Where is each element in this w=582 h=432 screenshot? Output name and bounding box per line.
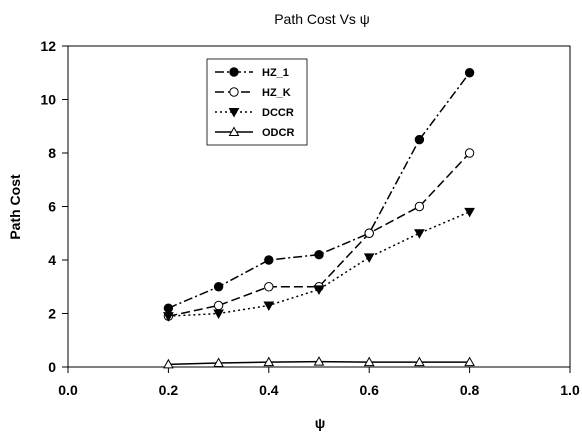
x-tick-label: 0.0 — [58, 382, 78, 398]
series-dccr — [163, 207, 475, 322]
data-point-hz-1 — [264, 255, 274, 265]
y-axis-label: Path Cost — [7, 174, 23, 240]
legend-label-hz-k: HZ_K — [262, 87, 291, 99]
legend-label-dccr: DCCR — [262, 107, 294, 119]
data-point-dccr — [163, 312, 174, 322]
legend-marker-hz-k — [229, 87, 239, 97]
legend-label-hz-1: HZ_1 — [262, 67, 289, 79]
data-point-hz-1 — [314, 249, 324, 260]
data-point-hz-k — [213, 300, 224, 311]
y-tick-label: 8 — [48, 145, 56, 161]
y-tick-label: 12 — [40, 38, 56, 54]
data-point-dccr — [464, 207, 475, 218]
data-point-odcr — [313, 356, 325, 366]
legend-item-hz-1: HZ_1 — [215, 67, 289, 79]
legend-label-odcr: ODCR — [262, 127, 294, 139]
data-point-dccr — [313, 285, 325, 295]
y-tick-label: 0 — [48, 359, 56, 375]
legend-box — [206, 58, 308, 146]
x-tick-label: 1.0 — [560, 382, 580, 398]
series-layer — [163, 68, 475, 369]
legend-item-odcr: ODCR — [215, 126, 294, 139]
data-point-odcr — [263, 356, 275, 367]
legend-item-hz-k: HZ_K — [215, 87, 291, 99]
legend-item-dccr: DCCR — [215, 107, 294, 119]
chart-title: Path Cost Vs ψ — [274, 11, 370, 27]
legend-marker-hz-1 — [229, 67, 239, 77]
data-point-odcr — [363, 356, 375, 367]
data-point-odcr — [213, 357, 224, 367]
data-point-hz-k — [264, 282, 274, 292]
data-point-hz-1 — [414, 134, 425, 145]
x-tick-label: 0.2 — [159, 382, 179, 398]
data-point-hz-1 — [163, 303, 174, 313]
data-point-hz-1 — [213, 282, 224, 292]
data-point-hz-k — [364, 228, 374, 238]
data-point-odcr — [414, 356, 425, 367]
x-axis-label: ψ — [315, 415, 326, 431]
y-tick-label: 6 — [48, 199, 56, 215]
data-point-dccr — [414, 229, 425, 239]
data-point-hz-1 — [464, 68, 475, 78]
y-tick-label: 10 — [40, 92, 56, 108]
legend-marker-dccr — [228, 108, 240, 118]
ticks: 0.0 0.2 0.4 0.6 0.8 1.0 0 2 4 6 8 10 12 — [40, 38, 580, 398]
data-point-dccr — [263, 301, 275, 311]
data-point-hz-k — [414, 201, 425, 212]
series-odcr — [163, 356, 475, 369]
y-tick-label: 4 — [48, 252, 56, 268]
data-point-odcr — [163, 358, 174, 369]
plot-frame — [67, 45, 571, 368]
legend: HZ_1 HZ_K DCCR ODCR — [206, 58, 308, 146]
x-tick-label: 0.4 — [259, 382, 279, 398]
data-point-dccr — [363, 253, 375, 263]
data-point-dccr — [213, 309, 224, 320]
x-tick-label: 0.6 — [359, 382, 379, 398]
x-tick-label: 0.8 — [460, 382, 480, 398]
data-point-odcr — [464, 356, 475, 367]
legend-marker-odcr — [228, 126, 240, 136]
y-tick-label: 2 — [48, 306, 56, 322]
data-point-hz-k — [464, 148, 475, 158]
series-line-dccr — [168, 211, 470, 317]
